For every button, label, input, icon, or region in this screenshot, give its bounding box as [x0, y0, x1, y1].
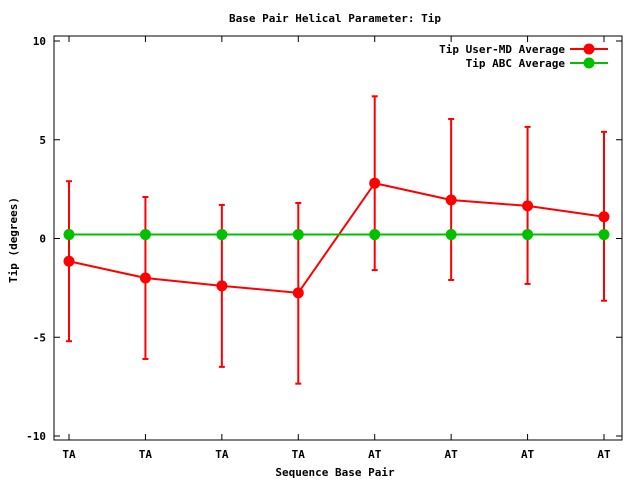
x-tick-label: AT [597, 448, 611, 461]
series-layer [63, 95, 610, 385]
y-tick-label: 0 [39, 233, 46, 246]
x-tick-label: AT [368, 448, 382, 461]
x-tick-label: TA [62, 448, 76, 461]
data-point [369, 229, 381, 241]
data-point [522, 200, 534, 212]
data-point [216, 229, 228, 241]
x-tick-label: TA [292, 448, 306, 461]
x-tick-label: AT [521, 448, 535, 461]
y-tick-label: 5 [39, 134, 46, 147]
data-point [216, 280, 228, 292]
y-tick-label: -5 [33, 331, 46, 344]
data-point [369, 177, 381, 189]
data-point [292, 287, 304, 299]
y-tick-label: -10 [26, 430, 46, 443]
data-point [445, 194, 457, 206]
data-point [445, 229, 457, 241]
series-line-1 [68, 182, 605, 294]
data-point [598, 211, 610, 223]
x-tick-label: TA [215, 448, 229, 461]
y-axis-label: Tip (degrees) [7, 197, 20, 283]
data-point [522, 229, 534, 241]
y-tick-label: 10 [33, 35, 46, 48]
x-axis-label: Sequence Base Pair [275, 466, 395, 479]
plot-frame [53, 35, 623, 441]
legend-marker [583, 43, 595, 55]
data-point [63, 229, 75, 241]
x-tick-label: AT [445, 448, 459, 461]
data-point [63, 255, 75, 267]
legend-label: Tip User-MD Average [439, 43, 565, 56]
chart-title: Base Pair Helical Parameter: Tip [229, 12, 441, 25]
legend-marker [583, 57, 595, 69]
data-point [598, 229, 610, 241]
x-tick-label: TA [139, 448, 153, 461]
axes: -10 -5 0 5 10 TA TA TA TA AT AT AT AT [26, 35, 623, 461]
legend-label: Tip ABC Average [466, 57, 566, 70]
data-point [139, 272, 151, 284]
data-point [292, 229, 304, 241]
data-point [139, 229, 151, 241]
